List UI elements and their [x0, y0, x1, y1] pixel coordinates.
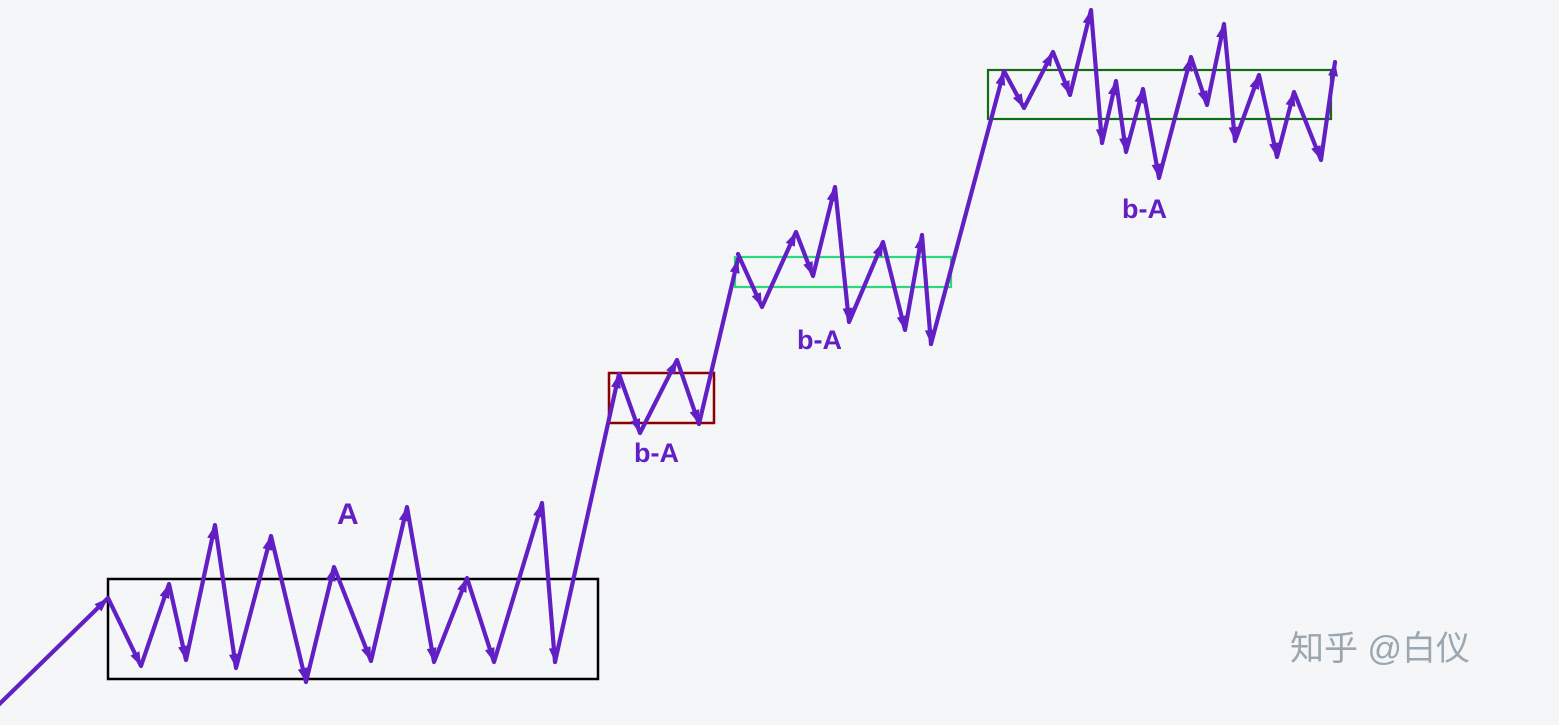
svg-text:知乎 @白仪: 知乎 @白仪 — [1290, 630, 1470, 668]
svg-text:b-A: b-A — [1122, 194, 1167, 224]
svg-text:b-A: b-A — [797, 325, 842, 355]
svg-text:A: A — [337, 498, 359, 531]
svg-text:b-A: b-A — [634, 438, 679, 468]
